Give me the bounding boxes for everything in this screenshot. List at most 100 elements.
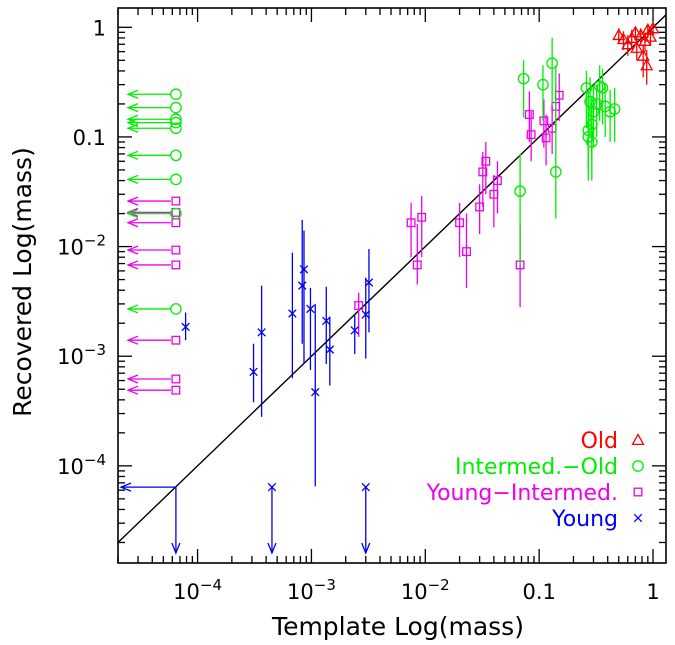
arrow-head — [126, 114, 139, 124]
data-point — [546, 57, 558, 70]
arrow-head — [126, 385, 139, 395]
arrow-head — [126, 245, 139, 255]
arrow-head — [361, 542, 371, 555]
series-cross — [181, 219, 374, 487]
upper-limits-circle — [126, 88, 182, 315]
arrow-head — [126, 304, 139, 314]
data-point — [633, 487, 643, 497]
x-tick-label: 10−4 — [173, 576, 222, 604]
data-point — [170, 173, 182, 186]
data-point — [643, 29, 658, 42]
arrow-head — [126, 335, 139, 345]
legend-label: Old — [581, 429, 618, 454]
arrow-head — [126, 374, 139, 384]
data-point — [632, 460, 644, 472]
arrow-head — [171, 542, 181, 555]
data-layer — [119, 21, 660, 555]
y-tick-label: 10−3 — [57, 341, 106, 369]
arrow-head — [126, 208, 139, 219]
arrow-head — [126, 196, 139, 206]
data-point — [171, 374, 181, 384]
data-point — [455, 218, 465, 228]
x-tick-label: 0.1 — [522, 580, 555, 604]
data-point — [361, 482, 371, 492]
data-point — [640, 58, 654, 71]
x-tick-label: 10−3 — [287, 576, 336, 604]
arrow-head — [119, 482, 132, 492]
data-point — [621, 37, 635, 50]
data-point — [181, 322, 190, 332]
x-axis-label: Template Log(mass) — [271, 612, 524, 641]
data-point — [361, 310, 371, 319]
data-point — [297, 281, 307, 290]
clipped-data — [181, 21, 660, 487]
data-point — [462, 247, 471, 257]
data-point — [299, 265, 309, 274]
data-point — [171, 245, 181, 255]
data-point — [171, 335, 181, 345]
data-point — [539, 116, 549, 126]
plot-border — [117, 7, 667, 564]
data-point — [492, 176, 502, 186]
data-point — [582, 131, 595, 143]
data-point — [584, 95, 596, 108]
series-circle — [514, 37, 621, 265]
arrow-head — [126, 89, 139, 99]
y-tick-label: 10−2 — [57, 232, 106, 260]
data-point — [636, 48, 650, 61]
data-point — [170, 88, 182, 101]
data-point — [638, 34, 652, 47]
x-tick-label: 1 — [646, 580, 659, 604]
data-point — [631, 433, 645, 446]
arrow-head — [126, 123, 139, 133]
data-point — [171, 218, 181, 228]
data-point — [517, 72, 530, 85]
legend-label: Young−Intermed. — [426, 481, 618, 506]
data-point — [417, 212, 427, 222]
data-point — [170, 149, 182, 162]
data-point — [170, 303, 182, 315]
data-point — [249, 367, 258, 377]
data-point — [596, 82, 609, 94]
data-point — [625, 31, 639, 43]
data-point — [514, 185, 526, 198]
arrow-head — [126, 150, 139, 160]
data-point — [633, 513, 643, 523]
upper-limits-square — [126, 196, 181, 395]
arrow-head — [126, 260, 139, 270]
data-point — [354, 301, 364, 310]
arrow-head — [126, 103, 139, 113]
data-point — [537, 78, 549, 91]
y-axis-label: Recovered Log(mass) — [8, 147, 37, 417]
data-point — [406, 218, 416, 228]
data-point — [524, 110, 534, 120]
data-point — [364, 278, 374, 287]
data-point — [585, 118, 598, 131]
data-point — [481, 156, 491, 166]
y-tick-label: 0.1 — [73, 126, 106, 150]
data-point — [580, 82, 593, 94]
data-point — [412, 260, 422, 270]
arrow-head — [126, 174, 139, 185]
axis-labels: Template Log(mass) Recovered Log(mass) — [8, 147, 524, 641]
data-point — [641, 22, 655, 35]
data-point — [541, 133, 551, 143]
data-point — [616, 32, 631, 45]
data-point — [350, 326, 359, 335]
arrow-head — [267, 542, 277, 555]
data-point — [288, 309, 297, 318]
data-point — [310, 387, 320, 397]
data-point — [171, 385, 181, 395]
data-point — [478, 167, 488, 177]
data-point — [171, 196, 181, 206]
one-to-one-line — [117, 14, 667, 543]
data-point — [171, 260, 181, 270]
legend-label: Intermed.−Old — [455, 455, 618, 480]
axis-ticks: 10−4 10−3 10−2 0.1 1 10−4 10−3 10−2 0.1 1 — [57, 8, 666, 604]
y-tick-label: 1 — [93, 16, 106, 40]
x-tick-label: 10−2 — [401, 576, 450, 604]
data-point — [306, 304, 315, 314]
data-point — [322, 316, 331, 326]
arrow-head — [126, 207, 139, 218]
